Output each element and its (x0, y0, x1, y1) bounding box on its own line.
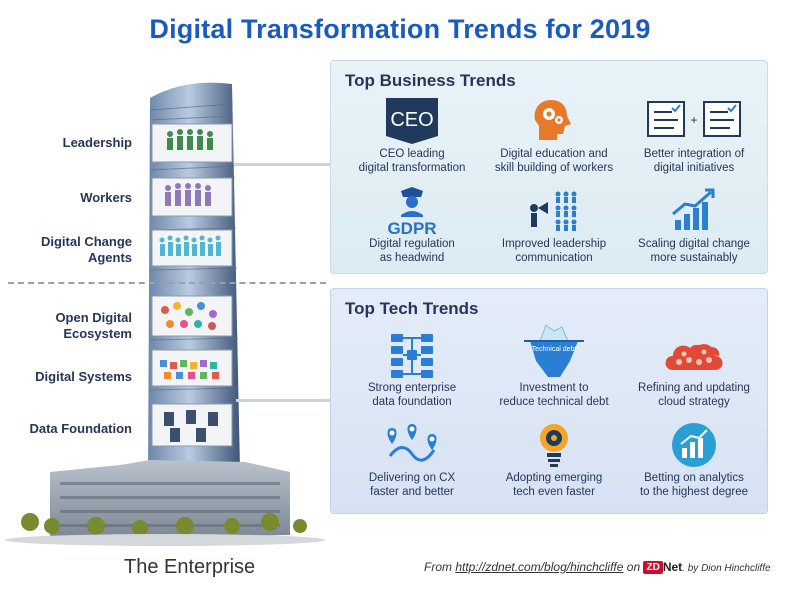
trend-caption: Adopting emerging tech even faster (505, 472, 603, 498)
trend-caption: Scaling digital change more sustainably (638, 238, 750, 264)
tech-trends-title: Top Tech Trends (345, 299, 479, 318)
trend-integration: + Better integration of digital initiati… (621, 95, 767, 175)
section-divider (8, 282, 326, 284)
enterprise-label: The Enterprise (124, 556, 256, 578)
trend-ceo: CEO CEO leading digital transformation (339, 95, 485, 175)
iceberg-icon: Technical debt (524, 324, 584, 377)
zdnet-logo-net: Net (662, 560, 683, 574)
connector-tech (236, 399, 330, 402)
label-open-digital-ecosystem: Open Digital Ecosystem (55, 310, 132, 341)
trend-caption: Investment to reduce technical debt (499, 382, 609, 408)
label-workers: Workers (80, 190, 132, 205)
trend-digital-education: Digital education and skill building of … (481, 95, 627, 175)
zdnet-logo: ZD (643, 561, 663, 575)
ceo-badge-icon: CEO (386, 98, 438, 144)
gdpr-logo-text: GDPR (387, 219, 436, 237)
connector-business (234, 163, 330, 166)
label-digital-systems: Digital Systems (35, 369, 132, 384)
trend-caption: Digital regulation as headwind (369, 238, 455, 264)
trend-caption: CEO leading digital transformation (358, 148, 466, 174)
database-network-icon (391, 334, 433, 378)
source-link[interactable]: http://zdnet.com/blog/hinchcliffe (455, 560, 624, 574)
trend-cx: Delivering on CX faster and better (339, 419, 485, 499)
enterprise-tower-illustration (5, 82, 325, 546)
map-pins-icon (387, 424, 437, 462)
footer-on: on (626, 560, 641, 574)
trend-caption: Refining and updating cloud strategy (638, 382, 750, 408)
trend-data-foundation: Strong enterprise data foundation (339, 329, 485, 409)
svg-text:+: + (690, 113, 697, 127)
iceberg-label: Technical debt (532, 346, 577, 353)
ceo-logo-text: CEO (390, 109, 433, 131)
trend-cloud-strategy: Refining and updating cloud strategy (621, 329, 767, 409)
trend-analytics: Betting on analytics to the highest degr… (621, 419, 767, 499)
business-trends-title: Top Business Trends (345, 71, 516, 90)
trend-caption: Delivering on CX faster and better (368, 472, 456, 498)
head-gears-icon (534, 100, 571, 140)
growth-chart-icon (672, 188, 715, 230)
trend-leadership-communication: Improved leadership communication (481, 185, 627, 265)
label-leadership: Leadership (62, 135, 132, 150)
business-trends-panel: Top Business Trends CEO CEO leading digi… (330, 60, 768, 274)
label-data-foundation: Data Foundation (29, 421, 132, 436)
trend-caption: Betting on analytics to the highest degr… (639, 472, 749, 498)
analytics-icon (672, 423, 716, 467)
source-footer: From http://zdnet.com/blog/hinchcliffe o… (424, 560, 771, 575)
author-byline: . by Dion Hinchcliffe (682, 563, 771, 574)
cloud-icon (665, 344, 723, 370)
page-title: Digital Transformation Trends for 2019 (149, 14, 651, 44)
trend-regulation: GDPR Digital regulation as headwind (339, 185, 485, 265)
tech-trends-panel: Top Tech Trends Strong enterprise data f… (330, 288, 768, 514)
gdpr-officer-icon: GDPR (387, 187, 437, 237)
megaphone-icon (530, 191, 577, 231)
trend-caption: Digital education and skill building of … (494, 148, 614, 174)
lightbulb-icon (540, 424, 568, 467)
trend-technical-debt: Technical debt Investment to reduce tech… (481, 321, 627, 409)
trend-caption: Improved leadership communication (501, 238, 607, 264)
integration-icon: + (647, 101, 741, 137)
trend-emerging-tech: Adopting emerging tech even faster (481, 419, 627, 499)
trend-caption: Better integration of digital initiative… (643, 148, 745, 174)
footer-from: From (424, 560, 452, 574)
label-digital-change-agents: Digital Change Agents (40, 234, 132, 265)
trend-scaling: Scaling digital change more sustainably (621, 185, 767, 265)
trend-caption: Strong enterprise data foundation (367, 382, 457, 408)
